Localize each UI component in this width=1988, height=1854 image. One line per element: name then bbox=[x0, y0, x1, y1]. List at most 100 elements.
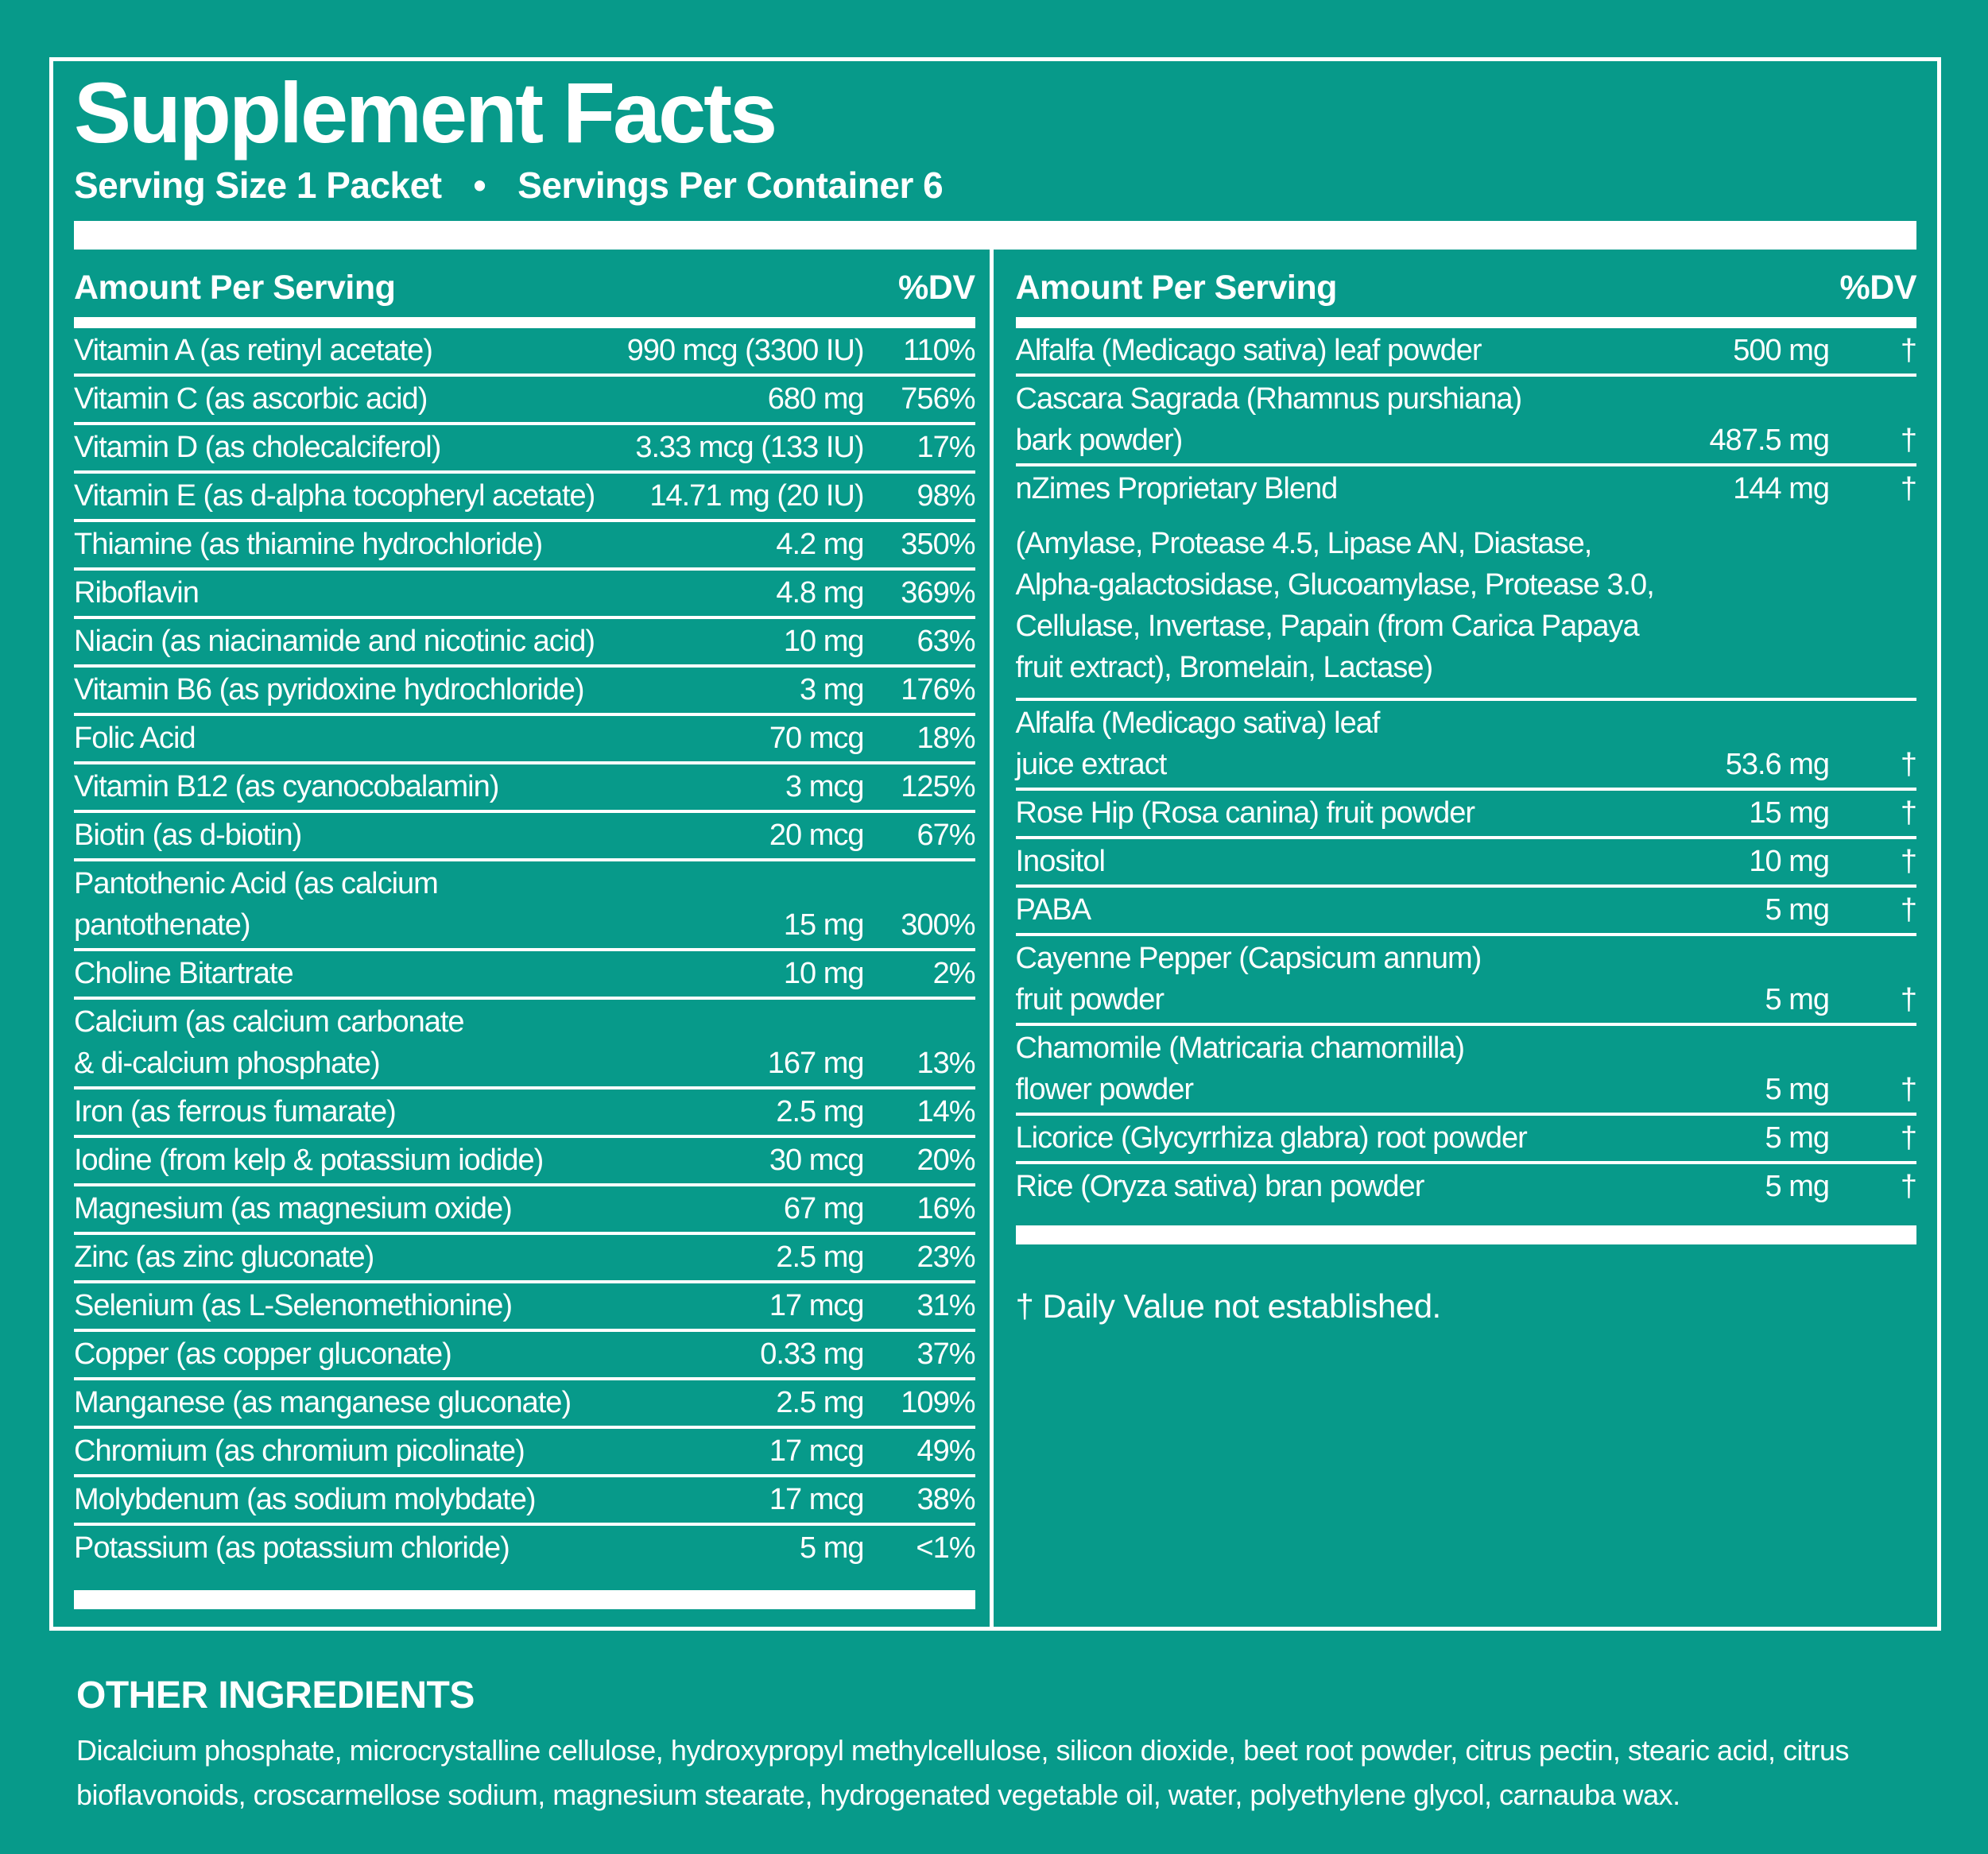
table-row: Thiamine (as thiamine hydrochloride) 4.2 … bbox=[74, 522, 976, 571]
table-row: Zinc (as zinc gluconate) 2.5 mg 23% bbox=[74, 1235, 976, 1284]
ingredient-dv: 67% bbox=[916, 819, 975, 853]
ingredient-amount: 5 mg bbox=[1765, 1170, 1830, 1204]
daily-value-footnote: † Daily Value not established. bbox=[1015, 1287, 1442, 1326]
ingredient-name: Thiamine (as thiamine hydrochloride) bbox=[74, 528, 543, 562]
ingredient-name: Cayenne Pepper (Capsicum annum) fruit pow… bbox=[1015, 942, 1482, 1017]
ingredient-name: Choline Bitartrate bbox=[74, 957, 294, 991]
ingredient-name: Vitamin A (as retinyl acetate) bbox=[74, 334, 433, 368]
ingredient-dv: 16% bbox=[916, 1192, 975, 1226]
ingredient-name: Selenium (as L-Selenomethionine) bbox=[74, 1289, 513, 1323]
table-row: Calcium (as calcium carbonate & di-calciu… bbox=[74, 1000, 976, 1090]
amount-per-serving-header: Amount Per Serving bbox=[74, 269, 396, 308]
table-row: Chromium (as chromium picolinate) 17 mcg 4… bbox=[74, 1429, 976, 1478]
table-row: nZimes Proprietary Blend 144 mg † bbox=[1016, 466, 1918, 512]
table-row: Vitamin E (as d-alpha tocopheryl acetate… bbox=[74, 474, 976, 523]
serving-info: Serving Size 1 Packet • Servings Per Conta… bbox=[74, 164, 1916, 207]
ingredient-dv: <1% bbox=[916, 1531, 975, 1566]
ingredient-name: Inositol bbox=[1015, 845, 1106, 879]
table-row: Selenium (as L-Selenomethionine) 17 mcg 31… bbox=[74, 1283, 976, 1333]
ingredient-name: Magnesium (as magnesium oxide) bbox=[74, 1192, 513, 1226]
ingredient-amount: 5 mg bbox=[1765, 893, 1830, 927]
bullet-separator: • bbox=[473, 164, 486, 207]
table-row: Inositol 10 mg † bbox=[1015, 839, 1917, 888]
facts-columns: Amount Per Serving %DV Vitamin A (as ret… bbox=[74, 250, 1918, 1627]
ingredient-dv: † bbox=[1900, 748, 1917, 782]
table-row: Rose Hip (Rosa canina) fruit powder 15 mg… bbox=[1015, 791, 1917, 840]
ingredient-amount: 30 mcg bbox=[769, 1144, 865, 1178]
right-bottom-bar bbox=[1015, 1225, 1916, 1245]
right-header-divider-bar bbox=[1015, 317, 1916, 329]
ingredient-name: Vitamin B12 (as cyanocobalamin) bbox=[74, 770, 499, 804]
left-column-rows: Vitamin A (as retinyl acetate) 990 mcg (3… bbox=[74, 328, 976, 1571]
ingredient-name: Pantothenic Acid (as calcium pantothenate… bbox=[74, 867, 439, 942]
ingredient-amount: 70 mcg bbox=[769, 722, 865, 756]
table-row: Folic Acid 70 mcg 18% bbox=[74, 716, 976, 765]
table-row: Vitamin C (as ascorbic acid) 680 mg 756% bbox=[74, 377, 976, 426]
ingredient-amount: 3 mcg bbox=[785, 770, 864, 804]
left-column: Amount Per Serving %DV Vitamin A (as ret… bbox=[74, 250, 990, 1627]
ingredient-name: Iron (as ferrous fumarate) bbox=[74, 1095, 397, 1129]
ingredient-amount: 2.5 mg bbox=[776, 1241, 864, 1275]
table-row: Licorice (Glycyrrhiza glabra) root powde… bbox=[1015, 1116, 1917, 1165]
table-row: Manganese (as manganese gluconate) 2.5 mg… bbox=[74, 1380, 976, 1430]
ingredient-dv: 14% bbox=[916, 1095, 975, 1129]
ingredient-amount: 144 mg bbox=[1733, 472, 1830, 506]
ingredient-dv: † bbox=[1900, 893, 1917, 927]
ingredient-name: Zinc (as zinc gluconate) bbox=[74, 1241, 374, 1275]
ingredient-dv: † bbox=[1900, 472, 1917, 506]
ingredient-amount: 3.33 mcg (133 IU) bbox=[635, 431, 864, 465]
ingredient-dv: † bbox=[1900, 1073, 1917, 1107]
table-row: Alfalfa (Medicago sativa) leaf juice extr… bbox=[1015, 701, 1917, 792]
table-row: Copper (as copper gluconate) 0.33 mg 37% bbox=[74, 1332, 976, 1381]
table-row: Vitamin D (as cholecalciferol) 3.33 mcg (… bbox=[74, 425, 976, 474]
table-row: Biotin (as d-biotin) 20 mcg 67% bbox=[74, 813, 976, 862]
ingredient-dv: 23% bbox=[916, 1241, 975, 1275]
ingredient-name: Alfalfa (Medicago sativa) leaf powder bbox=[1015, 334, 1482, 368]
ingredient-name: Vitamin D (as cholecalciferol) bbox=[74, 431, 441, 465]
table-row: Molybdenum (as sodium molybdate) 17 mcg 38… bbox=[74, 1477, 976, 1527]
ingredient-amount: 5 mg bbox=[1765, 983, 1830, 1017]
left-bottom-bar bbox=[74, 1590, 975, 1610]
ingredient-amount: 67 mg bbox=[783, 1192, 865, 1226]
ingredient-amount: 20 mcg bbox=[769, 819, 865, 853]
ingredient-dv: † bbox=[1900, 983, 1917, 1017]
ingredient-amount: 17 mcg bbox=[769, 1483, 865, 1517]
ingredient-amount: 10 mg bbox=[1749, 845, 1830, 879]
ingredient-name: Rice (Oryza sativa) bran powder bbox=[1015, 1170, 1425, 1204]
ingredient-name: Molybdenum (as sodium molybdate) bbox=[74, 1483, 536, 1517]
ingredient-amount: 680 mg bbox=[767, 382, 865, 416]
ingredient-amount: 990 mcg (3300 IU) bbox=[626, 334, 865, 368]
table-row: Pantothenic Acid (as calcium pantothenate… bbox=[74, 861, 976, 952]
ingredient-name: Manganese (as manganese gluconate) bbox=[74, 1386, 572, 1420]
ingredient-amount: 17 mcg bbox=[769, 1434, 865, 1469]
other-ingredients-section: OTHER INGREDIENTS Dicalcium phosphate, m… bbox=[76, 1674, 1962, 1817]
ingredient-amount: 3 mg bbox=[800, 673, 864, 707]
serving-size-text: Serving Size 1 Packet bbox=[74, 164, 442, 207]
table-row: Choline Bitartrate 10 mg 2% bbox=[74, 951, 976, 1001]
table-row: PABA 5 mg † bbox=[1015, 888, 1917, 937]
ingredient-dv: † bbox=[1900, 1170, 1917, 1204]
ingredient-amount: 53.6 mg bbox=[1725, 748, 1830, 782]
ingredient-dv: 109% bbox=[901, 1386, 975, 1420]
table-row: Cascara Sagrada (Rhamnus purshiana) bark … bbox=[1015, 377, 1917, 467]
right-column-rows: Alfalfa (Medicago sativa) leaf powder 500… bbox=[1015, 328, 1918, 1210]
ingredient-dv: 18% bbox=[916, 722, 975, 756]
ingredient-amount: 15 mg bbox=[1749, 796, 1830, 830]
ingredient-name: Biotin (as d-biotin) bbox=[74, 819, 302, 853]
ingredient-dv: 125% bbox=[901, 770, 975, 804]
ingredient-name: Potassium (as potassium chloride) bbox=[74, 1531, 510, 1566]
ingredient-amount: 2.5 mg bbox=[776, 1095, 864, 1129]
right-column: Amount Per Serving %DV Alfalfa (Medicago… bbox=[989, 250, 1918, 1627]
ingredient-name: Folic Acid bbox=[74, 722, 196, 756]
ingredient-dv: 17% bbox=[916, 431, 975, 465]
ingredient-amount: 500 mg bbox=[1733, 334, 1830, 368]
blend-ingredients-note: (Amylase, Protease 4.5, Lipase AN, Diast… bbox=[1015, 512, 1916, 702]
ingredient-name: Calcium (as calcium carbonate & di-calciu… bbox=[74, 1005, 465, 1081]
table-row: Riboflavin 4.8 mg 369% bbox=[74, 571, 976, 620]
ingredient-amount: 10 mg bbox=[783, 957, 865, 991]
table-row: Iodine (from kelp & potassium iodide) 30 … bbox=[74, 1138, 976, 1187]
ingredient-amount: 5 mg bbox=[1765, 1073, 1830, 1107]
ingredient-dv: 13% bbox=[916, 1047, 975, 1081]
ingredient-name: Copper (as copper gluconate) bbox=[74, 1337, 452, 1372]
facts-panel: Supplement Facts Serving Size 1 Packet • S… bbox=[49, 57, 1941, 1631]
